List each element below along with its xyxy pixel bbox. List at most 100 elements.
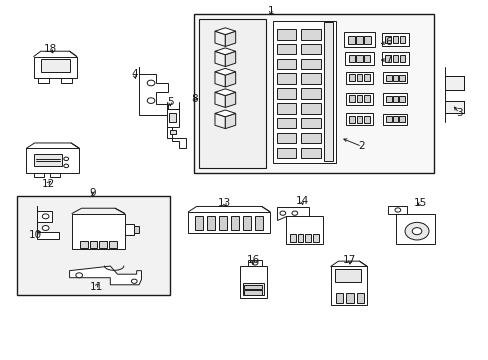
Bar xyxy=(346,113,372,126)
Polygon shape xyxy=(38,206,59,239)
Bar xyxy=(242,283,263,295)
Bar xyxy=(399,96,404,102)
Circle shape xyxy=(291,211,297,215)
Bar xyxy=(363,116,369,123)
Polygon shape xyxy=(166,127,185,148)
Bar xyxy=(99,241,107,248)
Bar xyxy=(330,266,366,305)
Polygon shape xyxy=(215,72,225,87)
Bar xyxy=(349,95,355,102)
Bar xyxy=(254,216,263,230)
Bar xyxy=(382,51,408,65)
Bar xyxy=(382,33,408,46)
Bar xyxy=(392,96,397,102)
Circle shape xyxy=(42,225,49,230)
Bar xyxy=(356,55,362,62)
Bar xyxy=(399,75,404,81)
Bar xyxy=(301,44,321,54)
Bar xyxy=(169,113,176,122)
Bar xyxy=(305,234,310,242)
Polygon shape xyxy=(225,72,235,87)
Bar xyxy=(276,29,296,40)
Bar xyxy=(50,173,60,177)
Bar xyxy=(199,19,265,168)
Bar xyxy=(348,55,354,62)
Bar xyxy=(72,213,124,249)
Bar xyxy=(276,118,296,129)
Text: 12: 12 xyxy=(41,179,55,189)
Bar xyxy=(399,36,405,43)
Polygon shape xyxy=(215,31,225,46)
Bar xyxy=(346,72,372,84)
Circle shape xyxy=(252,261,257,265)
Bar xyxy=(356,95,362,102)
Bar xyxy=(301,148,321,158)
Bar xyxy=(355,36,362,44)
Polygon shape xyxy=(215,89,235,96)
Bar xyxy=(134,226,139,233)
Bar xyxy=(34,153,62,166)
Bar xyxy=(206,216,215,230)
Bar xyxy=(386,75,391,81)
Polygon shape xyxy=(215,110,235,117)
Text: 14: 14 xyxy=(295,196,308,206)
Circle shape xyxy=(76,273,82,278)
Bar xyxy=(276,73,296,84)
Polygon shape xyxy=(139,67,167,115)
Polygon shape xyxy=(215,113,225,129)
Circle shape xyxy=(64,157,68,161)
Bar xyxy=(346,293,353,303)
Text: 15: 15 xyxy=(413,198,427,208)
Text: 3: 3 xyxy=(455,108,462,118)
Bar xyxy=(170,130,176,134)
Bar xyxy=(276,133,296,143)
Bar xyxy=(396,213,434,243)
Bar xyxy=(301,118,321,129)
Bar xyxy=(334,269,360,282)
Bar xyxy=(34,173,44,177)
Circle shape xyxy=(147,80,155,86)
Bar xyxy=(392,55,398,62)
Bar xyxy=(230,216,239,230)
Bar xyxy=(392,36,398,43)
Bar xyxy=(194,14,433,173)
Bar xyxy=(124,224,134,235)
Bar xyxy=(244,291,261,294)
Bar xyxy=(383,114,407,125)
Bar xyxy=(17,196,170,294)
Text: 16: 16 xyxy=(246,256,259,265)
Bar xyxy=(276,44,296,54)
Bar xyxy=(444,101,463,113)
Text: 7: 7 xyxy=(384,55,391,65)
Polygon shape xyxy=(387,207,407,213)
Circle shape xyxy=(280,211,285,215)
Bar xyxy=(26,148,79,173)
Circle shape xyxy=(404,222,428,240)
Bar xyxy=(285,216,322,244)
Text: 1: 1 xyxy=(267,6,274,16)
Polygon shape xyxy=(69,266,141,285)
Bar xyxy=(218,216,227,230)
Bar xyxy=(34,57,77,78)
Text: 17: 17 xyxy=(343,256,356,265)
Bar xyxy=(346,93,372,105)
Bar xyxy=(109,241,116,248)
Text: 13: 13 xyxy=(217,198,230,208)
Bar xyxy=(385,36,390,43)
Bar xyxy=(364,36,370,44)
Bar xyxy=(301,73,321,84)
Bar xyxy=(276,59,296,69)
Bar xyxy=(399,55,405,62)
Circle shape xyxy=(394,208,400,212)
Polygon shape xyxy=(225,92,235,108)
Polygon shape xyxy=(215,48,235,55)
Bar xyxy=(356,74,362,81)
Bar xyxy=(386,116,391,122)
Polygon shape xyxy=(215,92,225,108)
Polygon shape xyxy=(215,51,225,67)
Text: 10: 10 xyxy=(28,230,41,240)
Bar xyxy=(383,93,407,104)
Bar xyxy=(239,266,266,298)
Bar xyxy=(194,216,203,230)
Text: 9: 9 xyxy=(89,188,96,198)
